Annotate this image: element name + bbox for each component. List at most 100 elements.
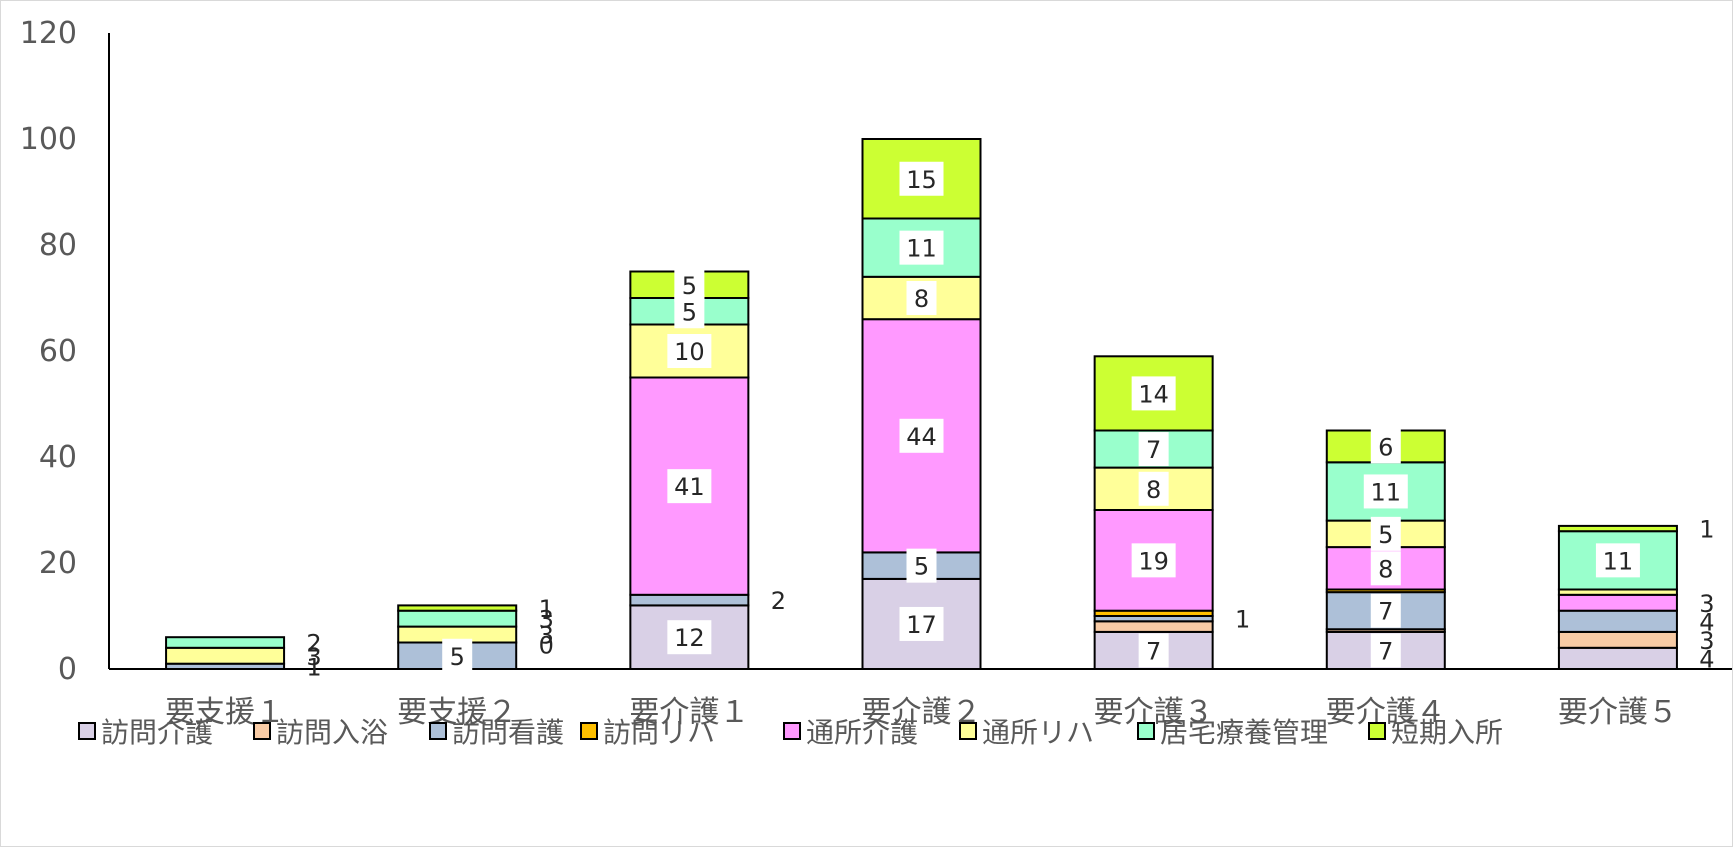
data-label: 1: [1235, 606, 1250, 634]
bar-segment: [165, 636, 286, 649]
data-label: 19: [1138, 547, 1169, 575]
data-label: 7: [1146, 637, 1161, 665]
legend-label: 居宅療養管理: [1160, 716, 1328, 749]
data-label-bg: [667, 620, 712, 655]
x-category-label: 要介護５: [1558, 695, 1678, 730]
data-label: 8: [1146, 476, 1161, 504]
legend-label: 短期入所: [1391, 716, 1503, 749]
data-label-bg: [667, 469, 712, 504]
legend-swatch: [959, 722, 977, 740]
legend-swatch: [253, 722, 271, 740]
y-tick-label: 40: [39, 440, 77, 475]
data-label: 17: [906, 611, 937, 639]
data-label: 1: [539, 595, 554, 623]
data-label: 10: [674, 338, 705, 366]
legend-swatch: [1137, 722, 1155, 740]
data-label: 14: [1138, 380, 1169, 408]
data-label-bg: [674, 267, 705, 302]
legend-swatch: [78, 722, 96, 740]
data-label: 5: [450, 643, 465, 671]
data-label: 8: [914, 285, 929, 313]
y-tick-label: 20: [39, 546, 77, 581]
data-label-bg: [1370, 551, 1401, 586]
legend-swatch: [429, 722, 447, 740]
bar-segment: [629, 593, 750, 607]
data-label: 11: [1603, 547, 1634, 575]
data-label: 5: [682, 272, 697, 300]
data-label: 41: [674, 473, 705, 501]
legend-swatch: [783, 722, 801, 740]
legend-label: 訪問リハ: [603, 716, 715, 749]
bar-segment: [165, 646, 286, 665]
data-label-bg: [1595, 543, 1640, 578]
bar-segment: [397, 604, 518, 612]
data-label-bg: [531, 627, 562, 662]
legend-label: 訪問入浴: [276, 716, 388, 749]
data-label: 3: [539, 606, 554, 634]
data-label: 15: [906, 166, 937, 194]
data-label-bg: [906, 281, 937, 315]
data-label: 6: [1378, 433, 1393, 461]
bar-segment: [1557, 593, 1678, 612]
data-label-bg: [1363, 474, 1408, 509]
data-label-bg: [1138, 432, 1169, 467]
data-label: 2: [771, 587, 786, 615]
data-label: 12: [674, 624, 705, 652]
data-label: 1: [1699, 516, 1714, 544]
x-category-label: 要介護１: [629, 695, 749, 730]
data-label: 8: [1378, 555, 1393, 583]
data-labels: 132 5 033112241105517544811157119871477851…: [306, 161, 1715, 681]
data-label-bg: [1138, 471, 1169, 506]
data-label: 4: [1699, 645, 1714, 673]
data-label-bg: [899, 230, 944, 265]
data-label: 3: [1699, 590, 1714, 618]
legend-swatch: [580, 722, 598, 740]
y-tick-label: 0: [58, 652, 77, 687]
y-tick-label: 100: [20, 122, 77, 157]
bar-segment: [1557, 609, 1678, 633]
data-label-bg: [1131, 543, 1176, 578]
data-label-bg: [1138, 633, 1169, 668]
data-label: 3: [1699, 627, 1714, 655]
data-label-bg: [1370, 633, 1401, 668]
legend-label: 訪問看護: [452, 716, 564, 749]
x-category-label: 要支援２: [397, 695, 517, 730]
data-label-bg: [1370, 516, 1401, 551]
data-label: 0: [539, 632, 554, 660]
data-label: 5: [914, 553, 929, 581]
legend: 訪問介護 訪問入浴 訪問看護 訪問リハ 通所介護 通所リハ 居宅療養管理 短期入所: [78, 716, 1503, 749]
data-label-bg: [442, 638, 473, 673]
data-label-bg: [899, 418, 944, 453]
bar-segment: [1557, 630, 1678, 649]
data-label: 3: [539, 622, 554, 650]
bar-segment: [1093, 620, 1214, 633]
data-label: 7: [1146, 436, 1161, 464]
data-label-bg: [1131, 376, 1176, 411]
data-label: 3: [306, 643, 321, 671]
data-label: 2: [306, 630, 321, 658]
legend-label: 通所介護: [806, 716, 918, 749]
data-label: 5: [682, 298, 697, 326]
data-label: 7: [1378, 637, 1393, 665]
data-label: 11: [1371, 478, 1402, 506]
legend-swatch: [1368, 722, 1386, 740]
data-label-bg: [899, 161, 944, 196]
legend-label: 通所リハ: [982, 716, 1094, 749]
legend-label: 訪問介護: [101, 716, 213, 749]
data-label-bg: [906, 548, 937, 583]
data-label-bg: [1370, 593, 1401, 628]
data-label: 5: [1378, 521, 1393, 549]
data-label: 4: [1699, 608, 1714, 636]
bar-segment: [1557, 524, 1678, 533]
data-label-bg: [667, 334, 712, 368]
data-label: 7: [1378, 598, 1393, 626]
data-label: 1: [306, 653, 321, 681]
y-tick-label: 80: [39, 228, 77, 263]
data-label: 11: [906, 235, 937, 263]
data-label: 44: [906, 423, 937, 451]
bars: [165, 138, 1678, 671]
bar-segment: [1557, 646, 1678, 670]
data-label-bg: [899, 606, 944, 641]
